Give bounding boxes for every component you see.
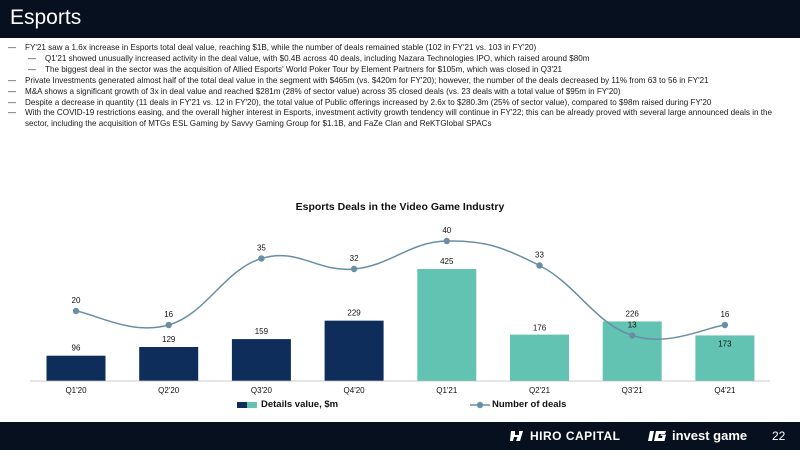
deal-count-point bbox=[443, 237, 450, 245]
page-number: 22 bbox=[772, 429, 786, 443]
bar-value-label: 129 bbox=[162, 335, 176, 344]
bar-Q320 bbox=[231, 339, 291, 381]
hiro-capital-logo: HIRO CAPITAL bbox=[510, 429, 620, 443]
deal-count-point bbox=[536, 262, 543, 269]
hiro-logo-icon bbox=[510, 431, 523, 441]
deals-line bbox=[75, 240, 725, 340]
deal-count-point bbox=[350, 265, 358, 273]
legend-bar-label: Details value, $m bbox=[261, 399, 339, 410]
deal-count-label: 40 bbox=[442, 226, 451, 235]
x-tick-label: Q1'21 bbox=[436, 386, 458, 395]
deal-count-label: 35 bbox=[257, 244, 266, 253]
bar-value-label: 229 bbox=[347, 309, 361, 318]
bullet-item: Despite a decrease in quantity (11 deals… bbox=[8, 98, 788, 109]
chart-title: Esports Deals in the Video Game Industry bbox=[295, 201, 505, 213]
bar-Q321 bbox=[602, 321, 662, 381]
deal-count-point bbox=[721, 321, 729, 329]
bar-value-label: 176 bbox=[533, 324, 547, 333]
bar-value-label: 425 bbox=[440, 257, 454, 266]
invest-game-logo: invest game bbox=[648, 428, 747, 443]
bar-Q121 bbox=[417, 269, 477, 381]
bar-Q120 bbox=[46, 355, 106, 381]
bullet-item: FY'21 saw a 1.6x increase in Esports tot… bbox=[8, 43, 788, 54]
bar-Q220 bbox=[139, 347, 199, 381]
deal-count-point bbox=[629, 332, 636, 339]
deal-count-label: 13 bbox=[628, 321, 637, 330]
legend-line-swatch bbox=[470, 401, 490, 408]
bullet-item: M&A shows a significant growth of 3x in … bbox=[8, 87, 788, 98]
x-tick-label: Q2'21 bbox=[529, 386, 551, 395]
footer-bar: HIRO CAPITAL invest game 22 bbox=[0, 422, 800, 450]
x-tick-label: Q2'20 bbox=[158, 386, 180, 395]
x-tick-label: Q3'20 bbox=[251, 386, 273, 395]
x-tick-label: Q3'21 bbox=[622, 386, 644, 395]
invest-game-logo-icon bbox=[648, 430, 666, 441]
deal-count-point bbox=[165, 321, 172, 329]
deal-count-label: 33 bbox=[535, 251, 544, 260]
bar-Q420 bbox=[324, 320, 384, 381]
bullet-item: With the COVID-19 restrictions easing, a… bbox=[8, 108, 788, 130]
legend-line: Number of deals bbox=[470, 399, 566, 410]
legend-bar: Details value, $m bbox=[237, 399, 338, 410]
deal-count-point bbox=[72, 307, 80, 315]
bar-Q421 bbox=[695, 335, 755, 381]
sub-bullet-item: The biggest deal in the sector was the a… bbox=[28, 65, 788, 76]
x-tick-label: Q1'20 bbox=[65, 386, 87, 395]
legend-line-label: Number of deals bbox=[492, 399, 567, 410]
page-title: Esports bbox=[10, 6, 82, 29]
deal-count-label: 20 bbox=[72, 296, 81, 305]
bar-value-label: 159 bbox=[255, 327, 269, 336]
x-tick-label: Q4'21 bbox=[714, 386, 736, 395]
bullet-list: FY'21 saw a 1.6x increase in Esports tot… bbox=[8, 43, 788, 130]
legend-bar-swatch bbox=[237, 401, 257, 408]
bar-value-label: 226 bbox=[626, 309, 640, 318]
deal-count-point bbox=[258, 255, 265, 262]
sub-bullet-item: Q1'21 showed unusually increased activit… bbox=[28, 54, 788, 65]
bullet-item: Private Investments generated almost hal… bbox=[8, 76, 788, 87]
bar-Q221 bbox=[510, 334, 569, 381]
deal-count-label: 32 bbox=[350, 254, 359, 263]
x-tick-label: Q4'20 bbox=[344, 386, 366, 395]
header-bar: Esports bbox=[0, 0, 800, 38]
bar-value-label: 96 bbox=[72, 344, 81, 353]
deal-count-label: 16 bbox=[164, 310, 173, 319]
deal-count-label: 16 bbox=[720, 310, 729, 319]
bar-value-label: 173 bbox=[718, 339, 732, 348]
